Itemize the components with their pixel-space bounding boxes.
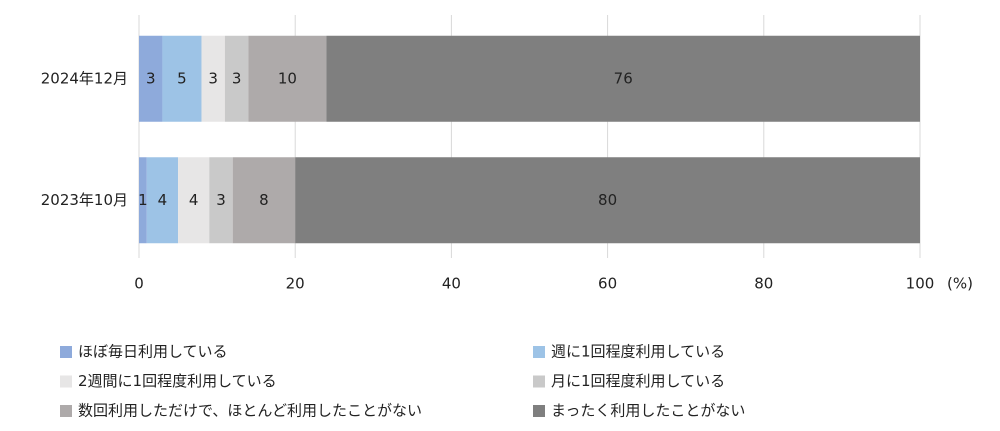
bar-segment: [224, 35, 249, 122]
data-label: 3: [216, 191, 226, 209]
bar-segment: [209, 157, 233, 244]
data-label: 80: [598, 191, 617, 209]
bar-segment: [139, 157, 147, 244]
x-axis-label: (%): [947, 275, 973, 293]
y-tick-label: 2024年12月: [41, 69, 128, 87]
x-tick-label: 60: [598, 275, 617, 293]
y-tick-label: 2023年10月: [41, 191, 128, 209]
x-tick-label: 80: [754, 275, 773, 293]
legend-swatch: [533, 346, 545, 358]
legend-label: 2週間に1回程度利用している: [78, 372, 277, 390]
legend-label: 月に1回程度利用している: [551, 372, 725, 390]
x-tick-label: 0: [134, 275, 144, 293]
bar-segment: [326, 35, 920, 122]
bar-segment: [295, 157, 920, 244]
legend-label: まったく利用したことがない: [551, 402, 745, 420]
x-tick-label: 20: [286, 275, 305, 293]
legend-swatch: [60, 405, 72, 417]
data-label: 3: [146, 69, 156, 87]
data-label: 3: [232, 69, 242, 87]
legend-label: ほぼ毎日利用している: [78, 343, 228, 361]
bar-segment: [201, 35, 225, 122]
legend-swatch: [60, 375, 72, 388]
data-label: 3: [208, 69, 218, 87]
bar-segment: [178, 157, 210, 244]
x-tick-label: 40: [442, 275, 461, 293]
x-tick-label: 100: [906, 275, 935, 293]
data-label: 4: [158, 191, 168, 209]
data-label: 1: [138, 191, 148, 209]
legend-swatch: [533, 405, 545, 417]
legend-label: 数回利用しただけで、ほとんど利用したことがない: [78, 402, 422, 420]
data-label: 76: [614, 69, 633, 87]
bar-segment: [146, 157, 179, 244]
legend-swatch: [60, 346, 72, 358]
legend-label: 週に1回程度利用している: [551, 343, 725, 361]
data-label: 10: [278, 69, 297, 87]
legend-swatch: [533, 375, 545, 388]
data-label: 4: [189, 191, 199, 209]
bar-segment: [248, 35, 327, 122]
data-label: 8: [259, 191, 269, 209]
bar-segment: [232, 157, 296, 244]
bar-segment: [139, 35, 163, 122]
data-label: 5: [177, 69, 187, 87]
bar-segment: [162, 35, 202, 122]
